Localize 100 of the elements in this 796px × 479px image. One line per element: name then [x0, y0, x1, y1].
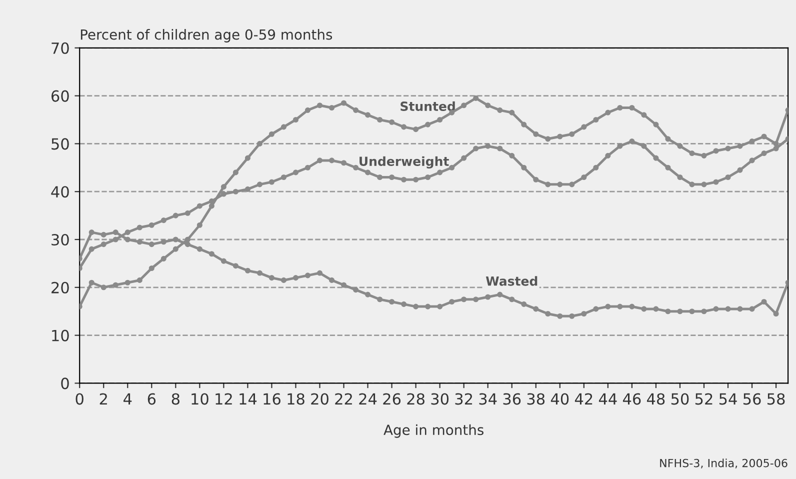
point [557, 182, 563, 188]
point [761, 134, 767, 140]
point [172, 246, 178, 252]
point [689, 150, 695, 156]
point [629, 304, 635, 310]
point [677, 174, 683, 180]
point [497, 107, 503, 113]
x-tick-label: 0 [76, 393, 84, 405]
point [497, 146, 503, 152]
point [160, 256, 166, 262]
point [352, 287, 359, 293]
point [749, 138, 755, 144]
x-tick-label: 50 [671, 393, 689, 405]
point [617, 143, 623, 149]
chart-title: Percent of children age 0-59 months [80, 29, 332, 42]
point [160, 239, 166, 245]
point [124, 280, 130, 286]
point [365, 292, 371, 298]
x-tick-label: 28 [407, 393, 424, 405]
point [280, 277, 287, 283]
point [268, 179, 274, 185]
point [509, 152, 515, 158]
point [605, 110, 611, 116]
y-tick-label: 20 [52, 282, 69, 294]
point [497, 292, 503, 298]
point [244, 155, 250, 161]
point [389, 298, 395, 305]
point [449, 164, 455, 170]
point [232, 188, 238, 194]
point [401, 124, 407, 130]
point [485, 102, 491, 108]
point [593, 164, 599, 170]
point [256, 270, 262, 276]
point [256, 182, 262, 188]
point [689, 182, 695, 188]
point [328, 277, 335, 283]
point [737, 306, 743, 312]
point [521, 122, 527, 128]
y-tick-label: 10 [52, 330, 69, 342]
point [737, 143, 743, 149]
point [569, 182, 575, 188]
point [184, 210, 190, 216]
x-tick-label: 36 [503, 393, 521, 405]
point [725, 306, 731, 312]
point [389, 119, 395, 125]
point [605, 152, 611, 158]
point [280, 174, 287, 180]
point [701, 308, 707, 314]
point [485, 294, 491, 300]
point [713, 179, 719, 185]
point [340, 160, 347, 166]
point [365, 112, 371, 118]
point [401, 176, 407, 182]
y-tick-label: 0 [61, 378, 69, 390]
point [569, 313, 575, 319]
point [677, 308, 683, 314]
point [653, 306, 659, 312]
point [689, 308, 695, 314]
point [292, 170, 299, 176]
point [677, 143, 683, 149]
point [485, 143, 491, 149]
point [773, 140, 779, 146]
x-tick-label: 42 [574, 393, 592, 405]
y-tick-label: 60 [52, 90, 69, 102]
point [701, 182, 707, 188]
point [292, 116, 299, 123]
point [196, 246, 202, 252]
point [280, 124, 287, 130]
x-tick-label: 38 [527, 393, 545, 405]
point [509, 296, 515, 302]
point [533, 306, 539, 312]
point [653, 155, 659, 161]
point [268, 131, 274, 137]
x-axis-title: Age in months [384, 424, 484, 438]
point [557, 134, 563, 140]
point [184, 236, 190, 242]
point [316, 102, 323, 108]
point [725, 174, 731, 180]
point [244, 186, 250, 192]
point [473, 95, 479, 101]
point [304, 107, 311, 113]
point [773, 146, 779, 152]
point [413, 304, 419, 310]
point [425, 174, 431, 180]
point [473, 296, 479, 302]
point [581, 124, 587, 130]
point [232, 263, 238, 269]
point [352, 164, 359, 170]
point [304, 164, 311, 170]
x-tick-label: 2 [100, 393, 107, 405]
point [112, 236, 118, 242]
point [304, 272, 311, 278]
point [461, 102, 467, 108]
point [340, 100, 347, 106]
point [340, 282, 347, 288]
x-tick-label: 4 [124, 393, 132, 405]
point [461, 155, 467, 161]
x-tick-label: 8 [172, 393, 180, 405]
point [220, 258, 226, 264]
point [256, 140, 262, 146]
